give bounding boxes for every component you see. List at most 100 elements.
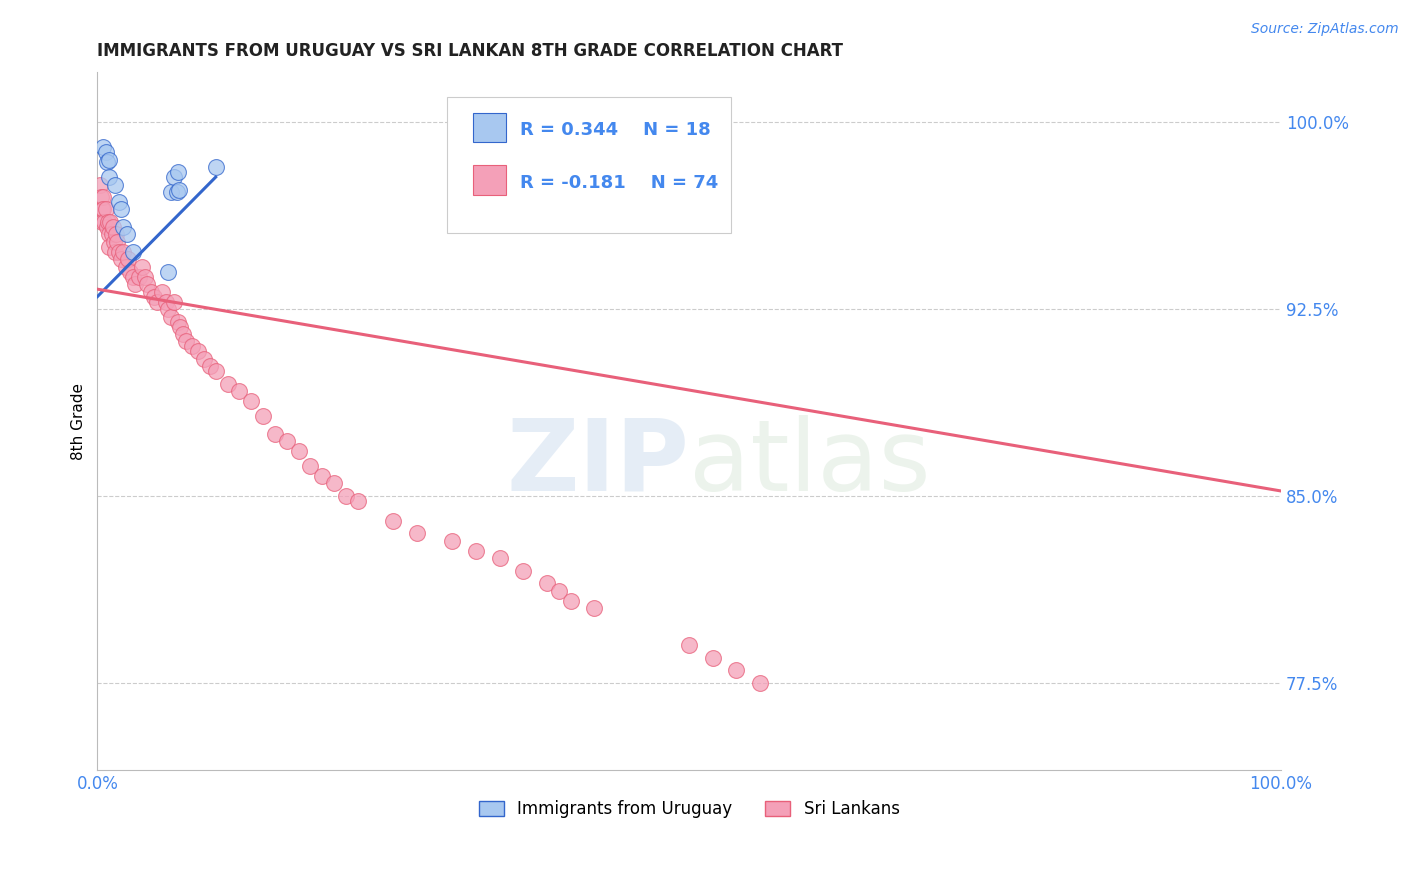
- Point: [131, 260, 153, 274]
- Point: [110, 202, 132, 217]
- Point: [169, 319, 191, 334]
- Point: [157, 302, 180, 317]
- Point: [204, 160, 226, 174]
- Point: [139, 285, 162, 299]
- Point: [98, 240, 121, 254]
- Point: [335, 489, 357, 503]
- Point: [155, 294, 177, 309]
- Point: [560, 593, 582, 607]
- Point: [548, 583, 571, 598]
- Point: [172, 326, 194, 341]
- Point: [174, 334, 197, 349]
- Point: [323, 476, 346, 491]
- Point: [110, 252, 132, 267]
- Point: [406, 526, 429, 541]
- Point: [114, 260, 136, 274]
- Point: [702, 651, 724, 665]
- Point: [163, 170, 186, 185]
- Point: [181, 339, 204, 353]
- Point: [120, 265, 142, 279]
- Point: [583, 601, 606, 615]
- Point: [287, 444, 309, 458]
- Point: [157, 265, 180, 279]
- Point: [103, 235, 125, 249]
- Point: [143, 290, 166, 304]
- Point: [346, 494, 368, 508]
- Point: [115, 227, 138, 242]
- Point: [163, 294, 186, 309]
- Point: [465, 543, 488, 558]
- Point: [101, 219, 124, 234]
- Point: [204, 364, 226, 378]
- Text: R = -0.181    N = 74: R = -0.181 N = 74: [520, 174, 718, 192]
- Point: [167, 182, 190, 196]
- Point: [124, 277, 146, 292]
- Point: [240, 394, 263, 409]
- FancyBboxPatch shape: [447, 97, 731, 233]
- Point: [159, 185, 181, 199]
- Point: [264, 426, 287, 441]
- Text: atlas: atlas: [689, 415, 931, 512]
- Point: [166, 185, 188, 199]
- Point: [749, 675, 772, 690]
- Point: [678, 639, 700, 653]
- Point: [217, 376, 239, 391]
- Point: [228, 384, 250, 399]
- Point: [198, 359, 221, 374]
- Text: R = 0.344    N = 18: R = 0.344 N = 18: [520, 121, 710, 139]
- Text: IMMIGRANTS FROM URUGUAY VS SRI LANKAN 8TH GRADE CORRELATION CHART: IMMIGRANTS FROM URUGUAY VS SRI LANKAN 8T…: [97, 42, 844, 60]
- Point: [187, 344, 209, 359]
- Text: Source: ZipAtlas.com: Source: ZipAtlas.com: [1251, 22, 1399, 37]
- Point: [94, 202, 117, 217]
- Point: [159, 310, 181, 324]
- Point: [91, 202, 114, 217]
- Point: [299, 458, 322, 473]
- Point: [193, 351, 215, 366]
- Point: [166, 165, 188, 179]
- Point: [152, 285, 174, 299]
- Point: [121, 244, 143, 259]
- Point: [441, 533, 464, 548]
- Point: [98, 215, 121, 229]
- Bar: [472, 165, 506, 194]
- Point: [98, 153, 121, 167]
- Point: [145, 294, 167, 309]
- Point: [252, 409, 274, 424]
- Y-axis label: 8th Grade: 8th Grade: [72, 383, 86, 459]
- Point: [512, 564, 534, 578]
- Point: [94, 145, 117, 160]
- Point: [128, 269, 150, 284]
- Point: [98, 227, 121, 242]
- Point: [121, 269, 143, 284]
- Point: [97, 215, 120, 229]
- Point: [98, 170, 121, 185]
- Point: [117, 252, 139, 267]
- Legend: Immigrants from Uruguay, Sri Lankans: Immigrants from Uruguay, Sri Lankans: [472, 793, 907, 824]
- Text: ZIP: ZIP: [506, 415, 689, 512]
- Point: [136, 277, 159, 292]
- Point: [166, 314, 188, 328]
- Point: [104, 178, 127, 192]
- Point: [725, 664, 748, 678]
- Point: [382, 514, 405, 528]
- Point: [134, 269, 156, 284]
- Point: [311, 469, 333, 483]
- Point: [90, 190, 112, 204]
- Point: [91, 140, 114, 154]
- Point: [112, 219, 135, 234]
- Point: [93, 215, 115, 229]
- Point: [105, 227, 128, 242]
- Bar: [472, 113, 506, 142]
- Point: [96, 219, 118, 234]
- Point: [104, 244, 127, 259]
- Point: [107, 194, 129, 209]
- Point: [536, 576, 558, 591]
- Point: [100, 227, 122, 242]
- Point: [91, 190, 114, 204]
- Point: [91, 215, 114, 229]
- Point: [112, 244, 135, 259]
- Point: [276, 434, 298, 449]
- Point: [107, 235, 129, 249]
- Point: [89, 178, 111, 192]
- Point: [488, 551, 510, 566]
